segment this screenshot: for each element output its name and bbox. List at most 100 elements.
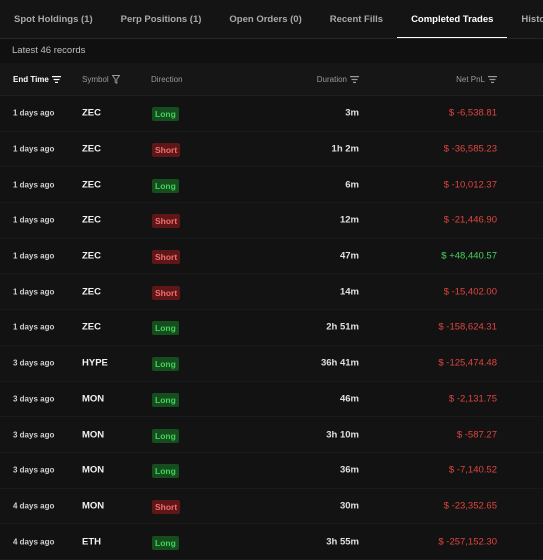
- table-row[interactable]: 3 days ago MON Long 46m $ -2,131.75: [0, 381, 543, 418]
- table-row[interactable]: 1 days ago ZEC Short 1h 2m $ -36,585.23: [0, 131, 543, 168]
- net-pnl-cell: $ -158,624.31: [438, 321, 497, 333]
- direction-badge: Long: [152, 321, 179, 336]
- sort-lines-icon[interactable]: [488, 75, 497, 83]
- column-direction-label: Direction: [151, 74, 183, 84]
- direction-badge: Long: [152, 428, 179, 443]
- table-row[interactable]: 3 days ago HYPE Long 36h 41m $ -125,474.…: [0, 345, 543, 382]
- end-time-cell: 1 days ago: [13, 322, 55, 332]
- duration-cell: 47m: [339, 250, 359, 262]
- direction-cell: Short: [152, 140, 181, 158]
- sort-lines-icon[interactable]: [51, 75, 61, 83]
- net-pnl-cell: $ -7,140.52: [448, 464, 497, 476]
- table-row[interactable]: 1 days ago ZEC Short 14m $ -15,402.00: [0, 274, 543, 311]
- net-pnl-cell: $ -15,402.00: [443, 286, 497, 298]
- symbol-cell: ETH: [82, 536, 101, 548]
- table-row[interactable]: 3 days ago MON Long 36m $ -7,140.52: [0, 452, 543, 489]
- duration-cell: 3h 55m: [326, 536, 359, 548]
- symbol-cell: ZEC: [82, 250, 101, 262]
- tab-spot-holdings[interactable]: Spot Holdings (1): [14, 13, 93, 25]
- net-pnl-cell: $ +48,440.57: [441, 250, 497, 262]
- direction-cell: Long: [152, 461, 179, 479]
- symbol-cell: ZEC: [82, 143, 101, 155]
- symbol-cell: MON: [82, 393, 105, 405]
- column-symbol-label: Symbol: [82, 74, 109, 84]
- table-row[interactable]: 4 days ago ETH Long 3h 55m $ -257,152.30: [0, 524, 543, 560]
- net-pnl-cell: $ -23,352.65: [443, 500, 497, 512]
- symbol-cell: ZEC: [82, 179, 101, 191]
- tab-bar: Spot Holdings (1) Perp Positions (1) Ope…: [0, 0, 543, 39]
- duration-cell: 6m: [345, 179, 359, 191]
- table-header: End Time Symbol Direction Duration Net P…: [0, 63, 543, 96]
- table-row[interactable]: 1 days ago ZEC Long 6m $ -10,012.37: [0, 167, 543, 204]
- tab-completed-trades[interactable]: Completed Trades: [397, 0, 508, 38]
- direction-badge: Short: [152, 499, 181, 514]
- direction-cell: Long: [152, 533, 179, 551]
- duration-cell: 3m: [345, 107, 359, 119]
- direction-cell: Long: [152, 426, 179, 444]
- table-row[interactable]: 4 days ago MON Short 30m $ -23,352.65: [0, 488, 543, 525]
- symbol-cell: MON: [82, 429, 105, 441]
- direction-cell: Long: [152, 104, 179, 122]
- tab-open-orders[interactable]: Open Orders (0): [229, 13, 302, 25]
- tab-historical-orders[interactable]: Historical O: [521, 13, 543, 25]
- direction-badge: Long: [152, 107, 179, 122]
- tab-recent-fills[interactable]: Recent Fills: [329, 13, 384, 25]
- end-time-cell: 4 days ago: [13, 501, 55, 511]
- net-pnl-cell: $ -257,152.30: [438, 536, 497, 548]
- direction-cell: Long: [152, 354, 179, 372]
- duration-cell: 46m: [339, 393, 359, 405]
- net-pnl-cell: $ -587.27: [456, 429, 497, 441]
- symbol-cell: ZEC: [82, 107, 101, 119]
- column-net-pnl[interactable]: Net PnL: [456, 75, 497, 84]
- direction-badge: Short: [152, 250, 181, 265]
- end-time-cell: 1 days ago: [13, 287, 55, 297]
- symbol-cell: MON: [82, 464, 105, 476]
- end-time-cell: 3 days ago: [13, 465, 55, 475]
- direction-badge: Short: [152, 285, 181, 300]
- direction-badge: Short: [152, 143, 181, 158]
- tab-perp-positions[interactable]: Perp Positions (1): [120, 13, 202, 25]
- net-pnl-cell: $ -21,446.90: [443, 214, 497, 226]
- direction-badge: Long: [152, 464, 179, 479]
- symbol-cell: ZEC: [82, 321, 101, 333]
- trades-table-body: 1 days ago ZEC Long 3m $ -6,538.81 1 day…: [0, 96, 543, 560]
- end-time-cell: 1 days ago: [13, 144, 55, 154]
- duration-cell: 14m: [339, 286, 359, 298]
- net-pnl-cell: $ -2,131.75: [448, 393, 497, 405]
- end-time-cell: 1 days ago: [13, 180, 55, 190]
- records-count: Latest 46 records: [0, 39, 543, 63]
- direction-cell: Short: [152, 211, 181, 229]
- direction-cell: Short: [152, 283, 181, 301]
- sort-lines-icon[interactable]: [350, 75, 359, 83]
- net-pnl-cell: $ -6,538.81: [448, 107, 497, 119]
- table-row[interactable]: 3 days ago MON Long 3h 10m $ -587.27: [0, 417, 543, 453]
- direction-cell: Long: [152, 390, 179, 408]
- direction-cell: Long: [152, 318, 179, 336]
- net-pnl-cell: $ -10,012.37: [443, 179, 497, 191]
- symbol-cell: HYPE: [82, 357, 108, 369]
- end-time-cell: 1 days ago: [13, 108, 55, 118]
- end-time-cell: 3 days ago: [13, 394, 55, 404]
- direction-badge: Long: [152, 392, 179, 407]
- end-time-cell: 3 days ago: [13, 430, 55, 440]
- net-pnl-cell: $ -36,585.23: [443, 143, 497, 155]
- table-row[interactable]: 1 days ago ZEC Short 47m $ +48,440.57: [0, 238, 543, 275]
- table-row[interactable]: 1 days ago ZEC Long 2h 51m $ -158,624.31: [0, 310, 543, 346]
- table-row[interactable]: 1 days ago ZEC Short 12m $ -21,446.90: [0, 203, 543, 239]
- end-time-cell: 1 days ago: [13, 215, 55, 225]
- symbol-cell: ZEC: [82, 214, 101, 226]
- duration-cell: 30m: [339, 500, 359, 512]
- duration-cell: 12m: [339, 214, 359, 226]
- funnel-filter-icon[interactable]: [111, 74, 120, 84]
- table-row[interactable]: 1 days ago ZEC Long 3m $ -6,538.81: [0, 96, 543, 132]
- column-end-time[interactable]: End Time: [13, 75, 61, 84]
- column-duration[interactable]: Duration: [317, 75, 359, 84]
- column-direction: Direction: [151, 75, 183, 84]
- symbol-cell: ZEC: [82, 286, 101, 298]
- column-end-time-label: End Time: [13, 74, 49, 84]
- direction-cell: Long: [152, 176, 179, 194]
- column-symbol[interactable]: Symbol: [82, 75, 120, 84]
- column-net-pnl-label: Net PnL: [456, 74, 485, 84]
- column-duration-label: Duration: [316, 74, 347, 84]
- symbol-cell: MON: [82, 500, 105, 512]
